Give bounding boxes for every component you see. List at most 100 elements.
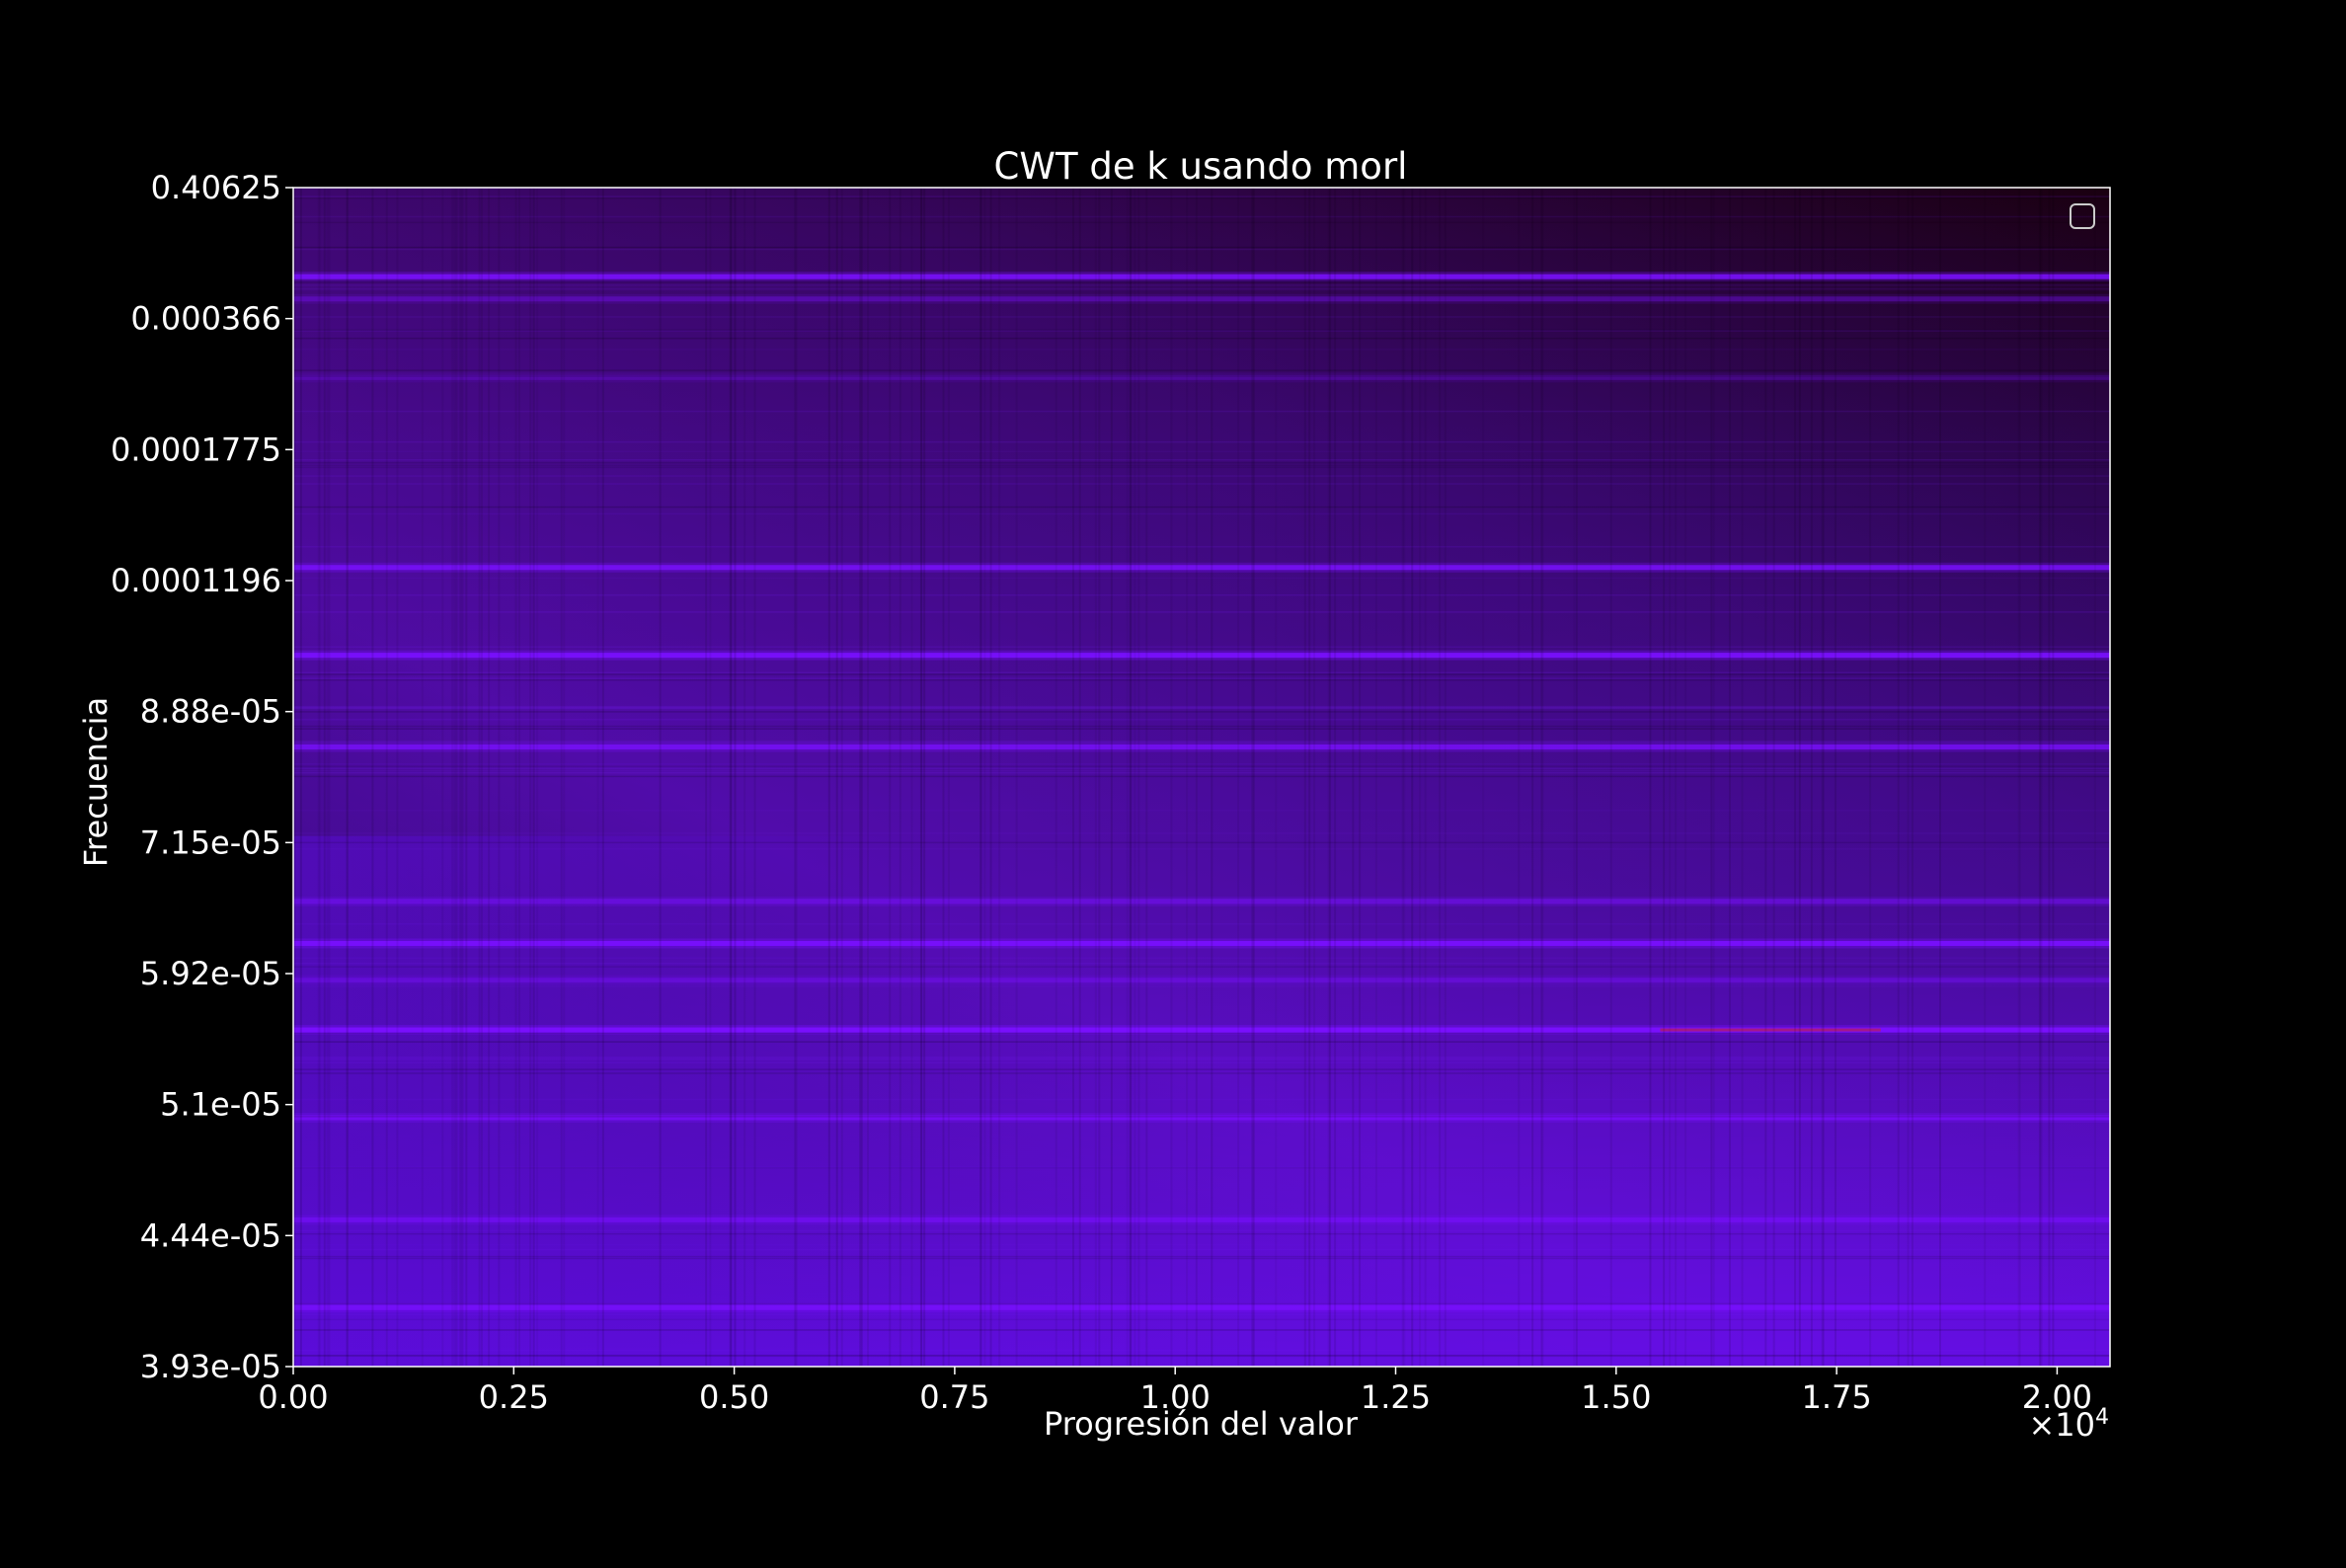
texture-line [293,546,2110,548]
texture-streak [867,188,870,1367]
texture-line [293,1058,2110,1060]
texture-line [293,221,2110,224]
texture-streak [1794,188,1797,1367]
texture-streak [1237,188,1240,1367]
texture-line [293,962,2110,965]
texture-streak [1684,188,1687,1367]
frequency-band-glow [293,293,2110,304]
texture-line [293,1229,2110,1232]
texture-streak [1728,188,1731,1367]
texture-streak [1984,188,1987,1367]
texture-streak [461,188,464,1367]
y-tick-label: 0.40625 [151,169,281,206]
frequency-bands [293,272,2110,1313]
texture-streak [989,188,992,1367]
texture-line [293,281,2110,283]
texture-streak [1359,188,1362,1367]
texture-line [293,1255,2110,1258]
heatmap-texture [293,188,2110,1367]
texture-streak [1094,188,1097,1367]
texture-line [293,1257,2110,1260]
texture-streak [1403,188,1406,1367]
texture-line [293,646,2110,648]
texture-line [293,707,2110,710]
texture-streak [920,188,923,1367]
texture-streak [293,188,296,1367]
texture-line [293,985,2110,987]
texture-streak [451,188,454,1367]
texture-streak [326,188,329,1367]
texture-streak [1907,188,1910,1367]
texture-line [293,369,2110,371]
texture-streak [979,188,982,1367]
texture-line [293,810,2110,812]
texture-streak [1444,188,1447,1367]
texture-line [293,1061,2110,1063]
texture-line [293,771,2110,774]
texture-streak [1303,188,1306,1367]
texture-streak [1126,188,1129,1367]
x-tick-label: 1.25 [1361,1378,1431,1416]
texture-line [293,1166,2110,1169]
texture-streak [1821,188,1824,1367]
texture-streak [1078,188,1081,1367]
texture-line [293,966,2110,968]
texture-streak [396,188,399,1367]
texture-streak [1540,188,1543,1367]
texture-streak [1798,188,1801,1367]
texture-streak [1170,188,1173,1367]
frequency-band [293,565,2110,571]
texture-streak [1098,188,1101,1367]
frequency-band [293,296,2110,302]
texture-streak [1712,188,1715,1367]
texture-streak [910,188,913,1367]
texture-line [293,923,2110,925]
texture-line [293,1166,2110,1168]
texture-streak [840,188,843,1367]
frequency-band [293,940,2110,946]
x-tick-label: 2.00 [2022,1378,2092,1416]
texture-streak [705,188,708,1367]
texture-streak [317,188,320,1367]
texture-line [293,679,2110,681]
texture-line [293,728,2110,730]
heatmap-low-frequency-glow [293,835,2110,1367]
texture-streak [795,188,798,1367]
texture-line [293,1041,2110,1043]
texture-streak [2048,188,2051,1367]
plot-frame [292,187,2111,1368]
x-tick-label: 1.50 [1581,1378,1651,1416]
texture-streak [2052,188,2055,1367]
texture-streak [1575,188,1578,1367]
y-tick-label: 0.0001196 [111,562,281,599]
texture-line [293,349,2110,351]
texture-streak [346,188,349,1367]
texture-line [293,461,2110,464]
texture-streak [1110,188,1113,1367]
texture-streak [2040,188,2043,1367]
texture-line [293,1318,2110,1321]
x-multiplier-base: ×10 [2028,1406,2095,1444]
texture-streak [1822,188,1825,1367]
texture-streak [455,188,458,1367]
texture-streak [2093,188,2096,1367]
texture-streak [480,188,483,1367]
texture-line [293,284,2110,287]
texture-streak [1129,188,1132,1367]
texture-streak [1938,188,1941,1367]
texture-line [293,775,2110,778]
texture-streak [532,188,535,1367]
texture-streak [709,188,712,1367]
texture-streak [730,188,733,1367]
texture-streak [1134,188,1136,1367]
texture-line [293,1057,2110,1058]
texture-line [293,475,2110,477]
texture-line [293,719,2110,721]
texture-streak [1424,188,1427,1367]
texture-streak [1869,188,1872,1367]
texture-streak [1329,188,1332,1367]
y-tick-label: 4.44e-05 [140,1216,281,1254]
texture-line [293,246,2110,249]
texture-streak [1439,188,1442,1367]
